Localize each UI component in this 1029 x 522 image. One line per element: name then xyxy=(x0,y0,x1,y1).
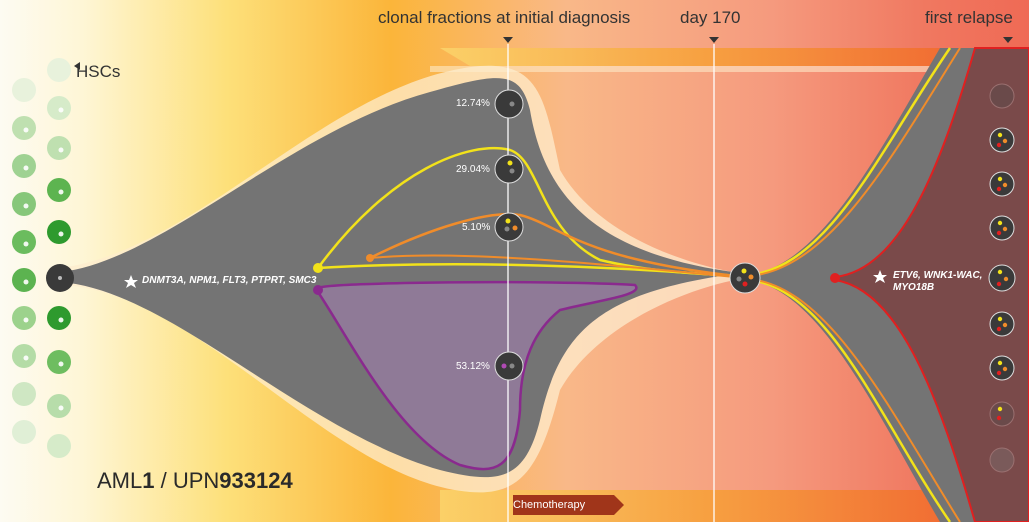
clone-fraction-1: 12.74% xyxy=(456,98,490,109)
clone-cell-2 xyxy=(494,154,524,184)
chemotherapy-arrow xyxy=(513,495,624,515)
subclone-orange-origin xyxy=(366,254,374,262)
hsc-column-right xyxy=(47,58,71,458)
subclone-purple-origin xyxy=(313,285,323,295)
clone-fraction-3: 5.10% xyxy=(462,222,491,233)
relapse-marker-arrow xyxy=(1003,37,1013,43)
clone-fraction-2: 29.04% xyxy=(456,164,490,175)
subclone-purple-shape xyxy=(316,280,638,471)
relapse-mutations-line2: MYO18B xyxy=(893,282,935,293)
relapse-header: first relapse xyxy=(925,8,1013,27)
hsc-column-left xyxy=(12,78,36,444)
day170-cell xyxy=(729,262,761,294)
clone-cell-3 xyxy=(494,212,524,242)
case-sep: / UPN xyxy=(154,468,220,493)
case-prefix: AML xyxy=(97,468,143,493)
relapse-mutations-line1: ETV6, WNK1-WAC, xyxy=(893,270,983,281)
relapse-cell-dots xyxy=(996,132,1009,421)
subclone-orange-outline xyxy=(369,212,746,279)
relapse-star-icon xyxy=(873,270,887,283)
hsc-nuclei xyxy=(23,107,64,411)
relapse-cells xyxy=(988,83,1016,473)
relapse-yellow-line-lower xyxy=(749,278,952,522)
clone-cell-4 xyxy=(494,351,524,381)
case-number: 1 xyxy=(142,468,155,493)
founding-clone-shape xyxy=(60,78,740,478)
founding-mutations-label: DNMT3A, NPM1, FLT3, PTPRT, SMC3 xyxy=(142,275,317,286)
relapse-yellow-line-upper xyxy=(749,47,952,277)
relapse-orange-line-lower xyxy=(749,278,961,522)
clone-cell-1 xyxy=(494,89,524,119)
case-upn: 933124 xyxy=(219,468,293,493)
subclone-yellow-origin xyxy=(313,263,323,273)
chemotherapy-label: Chemotherapy xyxy=(513,499,586,511)
hsc-label: HSCs xyxy=(76,62,121,81)
diagnosis-marker-arrow xyxy=(503,37,513,43)
case-title: AML1 / UPN933124 xyxy=(97,468,293,494)
relapse-red-origin xyxy=(830,273,840,283)
day170-header: day 170 xyxy=(680,8,741,27)
hsc-pointer-icon xyxy=(74,62,80,70)
light-top-strip xyxy=(430,66,1029,72)
diagnosis-header: clonal fractions at initial diagnosis xyxy=(378,8,631,27)
relapse-orange-line-upper xyxy=(749,47,961,277)
subclone-orange-base xyxy=(369,254,746,279)
founding-star-icon xyxy=(124,275,138,288)
day170-marker-arrow xyxy=(709,37,719,43)
top-band xyxy=(440,48,1029,66)
clone-fraction-4: 53.12% xyxy=(456,361,490,372)
relapse-red-clone xyxy=(834,47,1029,522)
